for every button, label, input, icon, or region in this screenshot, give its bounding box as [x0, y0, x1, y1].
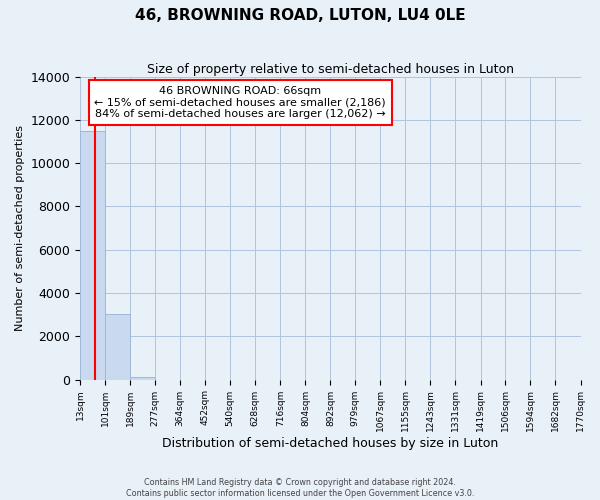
Text: 46, BROWNING ROAD, LUTON, LU4 0LE: 46, BROWNING ROAD, LUTON, LU4 0LE	[134, 8, 466, 22]
X-axis label: Distribution of semi-detached houses by size in Luton: Distribution of semi-detached houses by …	[162, 437, 499, 450]
Bar	[130, 377, 155, 380]
Text: Contains HM Land Registry data © Crown copyright and database right 2024.
Contai: Contains HM Land Registry data © Crown c…	[126, 478, 474, 498]
Text: 46 BROWNING ROAD: 66sqm
← 15% of semi-detached houses are smaller (2,186)
84% of: 46 BROWNING ROAD: 66sqm ← 15% of semi-de…	[94, 86, 386, 119]
Y-axis label: Number of semi-detached properties: Number of semi-detached properties	[15, 125, 25, 331]
Bar	[80, 131, 105, 380]
Bar	[105, 314, 130, 380]
Title: Size of property relative to semi-detached houses in Luton: Size of property relative to semi-detach…	[147, 62, 514, 76]
